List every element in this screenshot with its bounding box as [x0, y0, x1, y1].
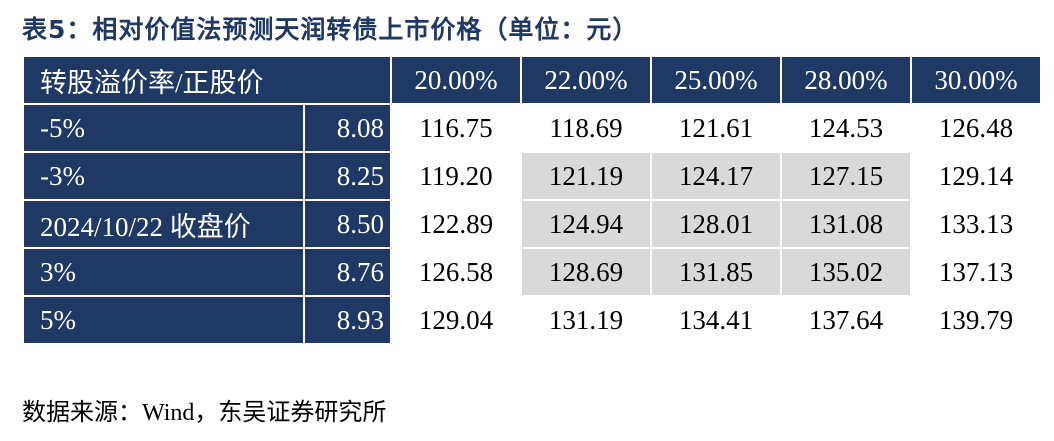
header-row: 转股溢价率/正股价 20.00% 22.00% 25.00% 28.00% 30.00%	[21, 55, 1043, 105]
row-label: 8.25	[302, 151, 393, 201]
cell: 121.61	[650, 103, 783, 153]
row-label: 8.50	[302, 199, 393, 249]
cell: 119.20	[390, 151, 523, 201]
header-cell: 22.00%	[520, 55, 653, 105]
cell: 121.19	[520, 151, 653, 201]
cell: 137.64	[780, 295, 913, 345]
row-label: 5%	[22, 295, 305, 345]
cell: 124.17	[650, 151, 783, 201]
cell: 131.85	[650, 247, 783, 297]
header-cell: 转股溢价率/正股价	[21, 55, 393, 105]
cell: 129.14	[910, 151, 1043, 201]
row-label: 8.08	[302, 103, 393, 153]
row: -3% 8.25 119.20 121.19 124.17 127.15 129.14	[22, 151, 1043, 201]
cell: 118.69	[520, 103, 653, 153]
cell: 137.13	[910, 247, 1043, 297]
row-label: -5%	[22, 103, 305, 153]
cell: 126.58	[390, 247, 523, 297]
source: 数据来源：Wind，东吴证券研究所	[22, 400, 387, 426]
title: 表5：相对价值法预测天润转债上市价格（单位：元）	[22, 15, 639, 44]
row-label: 8.93	[302, 295, 393, 345]
row-label: -3%	[22, 151, 305, 201]
cell: 128.01	[650, 199, 783, 249]
cell: 127.15	[780, 151, 913, 201]
header-cell: 28.00%	[780, 55, 913, 105]
header-cell: 30.00%	[910, 55, 1043, 105]
cell: 116.75	[390, 103, 523, 153]
cell: 134.41	[650, 295, 783, 345]
cell: 139.79	[910, 295, 1043, 345]
cell: 128.69	[520, 247, 653, 297]
cell: 122.89	[390, 199, 523, 249]
row-label: 3%	[22, 247, 305, 297]
cell: 124.53	[780, 103, 913, 153]
table: 转股溢价率/正股价 20.00% 22.00% 25.00% 28.00% 30.00% -…	[21, 55, 1043, 345]
cell: 131.19	[520, 295, 653, 345]
header-cell: 25.00%	[650, 55, 783, 105]
row: 2024/10/22 收盘价 8.50 122.89 124.94 128.01 131.…	[22, 199, 1043, 249]
row: 5% 8.93 129.04 131.19 134.41 137.64 139.79	[22, 295, 1043, 345]
header-cell: 20.00%	[390, 55, 523, 105]
cell: 131.08	[780, 199, 913, 249]
row-label: 2024/10/22 收盘价	[22, 199, 305, 249]
row: 3% 8.76 126.58 128.69 131.85 135.02 137.13	[22, 247, 1043, 297]
cell: 129.04	[390, 295, 523, 345]
cell: 124.94	[520, 199, 653, 249]
cell: 135.02	[780, 247, 913, 297]
cell: 126.48	[910, 103, 1043, 153]
row-label: 8.76	[302, 247, 393, 297]
row: -5% 8.08 116.75 118.69 121.61 124.53 126.48	[22, 103, 1043, 153]
cell: 133.13	[910, 199, 1043, 249]
